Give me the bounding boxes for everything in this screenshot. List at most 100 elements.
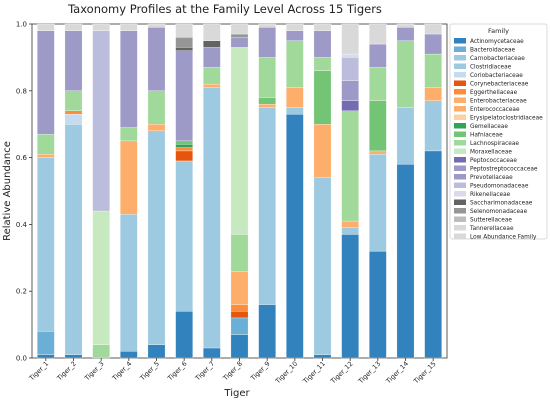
legend-entry: Bacteroidaceae [470,48,516,54]
legend-swatch [454,148,466,154]
bar-segment [341,234,359,359]
x-tick-label: Tiger_5 [138,360,161,383]
bar-segment [341,110,359,222]
bar-segment [230,23,249,35]
bar-segment [313,70,332,125]
bar-segment [175,150,193,162]
legend-swatch [454,106,466,112]
bar-segment [120,30,138,128]
x-axis-label: Tiger [223,388,250,399]
bar-segment [341,220,359,228]
bar-segment [92,344,110,359]
bar-segment [230,234,249,272]
bar-segment [120,214,138,352]
bar-segment [424,33,442,55]
x-tick-label: Tiger_1 [27,360,50,383]
bar-segment [120,140,138,215]
bar-segment [286,107,304,115]
bar-segment [203,67,221,85]
bar-segment [369,43,387,68]
bar-segment [341,80,359,101]
legend-swatch [454,97,466,103]
bar-segment [286,40,304,88]
bar-segment [64,30,83,91]
bar-segment [64,90,83,111]
bar-segment [175,23,193,38]
legend-entry: Saccharimonadaceae [470,201,533,207]
legend-swatch [454,55,466,61]
y-tick-label: 0.6 [16,154,28,162]
bar-segment [369,100,387,152]
bar-segment [37,331,55,355]
bar-segment [37,23,55,31]
bar-segment [175,37,193,48]
bar-segment [396,23,415,28]
y-axis-label: Relative Abundance [2,141,13,241]
bar-segment [424,87,442,101]
x-tick-label: Tiger_8 [221,360,244,383]
legend-swatch [454,174,466,180]
bar-segment [230,47,249,235]
bar-segment [369,23,387,45]
legend-entry: Selenomonadaceae [470,209,528,215]
bar-segment [147,90,166,125]
bar-segment [64,23,83,31]
bar-segment [37,134,55,155]
bar-segment [147,344,166,359]
bar-segment [37,154,55,158]
bar-segment [175,47,193,51]
bar-segment [258,57,276,98]
legend-box [449,23,548,240]
legend-swatch [454,165,466,171]
bar-segment [396,27,415,41]
bar-segment [147,27,166,91]
bar-segment [424,23,442,35]
legend-swatch [454,233,466,239]
bar-segment [313,23,332,31]
x-tick-label: Tiger_15 [411,360,437,386]
legend-swatch [454,216,466,222]
x-tick-label: Tiger_14 [384,360,410,386]
y-tick-label: 0.2 [16,288,27,296]
bar-segment [92,23,110,31]
bar-segment [92,30,110,212]
legend-entry: Moraxellaceae [470,150,512,156]
legend-swatch [454,199,466,205]
bar-segment [341,57,359,81]
bar-segment [147,124,166,132]
bar-segment [64,124,83,355]
legend-entry: Enterobacteriaceae [470,99,527,105]
bar-segment [313,124,332,178]
bar-segment [286,23,304,31]
x-tick-label: Tiger_7 [193,360,216,383]
bar-segment [258,304,276,359]
y-tick-label: 0.0 [16,355,27,363]
bar-segment [230,33,249,38]
bar-segment [230,334,249,359]
bar-segment [175,311,193,359]
bar-segment [258,107,276,305]
bar-segment [341,100,359,111]
bar-segment [258,97,276,105]
y-tick-label: 0.8 [16,87,27,95]
x-tick-label: Tiger_13 [356,360,382,386]
legend-title: Family [488,27,509,35]
legend-entry: Peptostreptococcaceae [470,167,538,173]
bar-segment [313,354,332,359]
bar-segment [64,114,83,125]
bar-segment [175,50,193,142]
bar-segment [203,40,221,48]
bar-segment [313,30,332,58]
legend-swatch [454,63,466,69]
legend-entry: Lachnospiraceae [470,141,519,147]
legend-entry: Erysipelatoclostridiaceae [470,116,543,122]
bar-segment [424,53,442,88]
bar-segment [120,351,138,359]
bar-segment [64,354,83,359]
legend-entry: Sutterellaceae [470,218,512,224]
bar-segment [313,177,332,355]
x-tick-label: Tiger_6 [165,360,188,383]
legend-entry: Low Abundance Family [470,235,537,241]
bar-segment [369,250,387,359]
